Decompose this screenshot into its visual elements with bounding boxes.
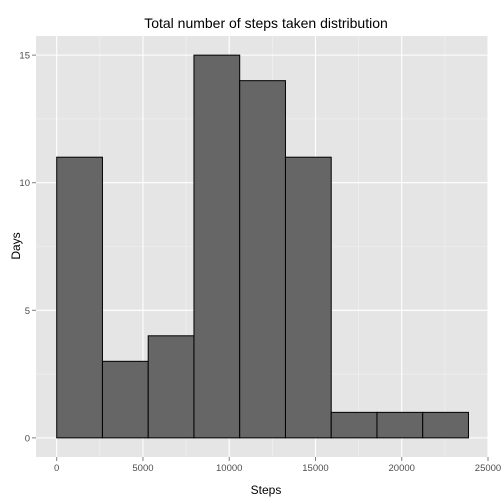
x-tick-label: 5000 [132,463,153,474]
x-tick-label: 20000 [389,463,415,474]
x-axis-label: Steps [251,483,282,497]
x-tick-label: 15000 [302,463,328,474]
y-tick-label: 15 [19,51,30,62]
x-tick-label: 10000 [216,463,242,474]
histogram-bar-9 [422,411,469,439]
histogram-bar-1 [56,156,103,439]
histogram-bar-5 [239,80,286,439]
y-tick-label: 0 [25,433,30,444]
histogram-bar-7 [330,411,378,439]
histogram-bar-3 [147,335,195,439]
x-axis-ticks: 0 5000 10000 15000 20000 25000 [54,457,501,474]
x-tick-label: 25000 [475,463,501,474]
y-tick-label: 10 [19,178,30,189]
histogram-bar-2 [101,360,149,439]
histogram-bar-4 [193,54,241,439]
x-tick-label: 0 [54,463,59,474]
y-tick-label: 5 [25,306,30,317]
y-axis-label: Days [9,232,23,259]
y-axis-ticks: 0 5 10 15 [19,51,36,444]
chart-title: Total number of steps taken distribution [144,15,388,31]
histogram-bar-8 [376,411,424,439]
histogram-bars [56,54,469,439]
histogram-bar-6 [284,156,332,439]
